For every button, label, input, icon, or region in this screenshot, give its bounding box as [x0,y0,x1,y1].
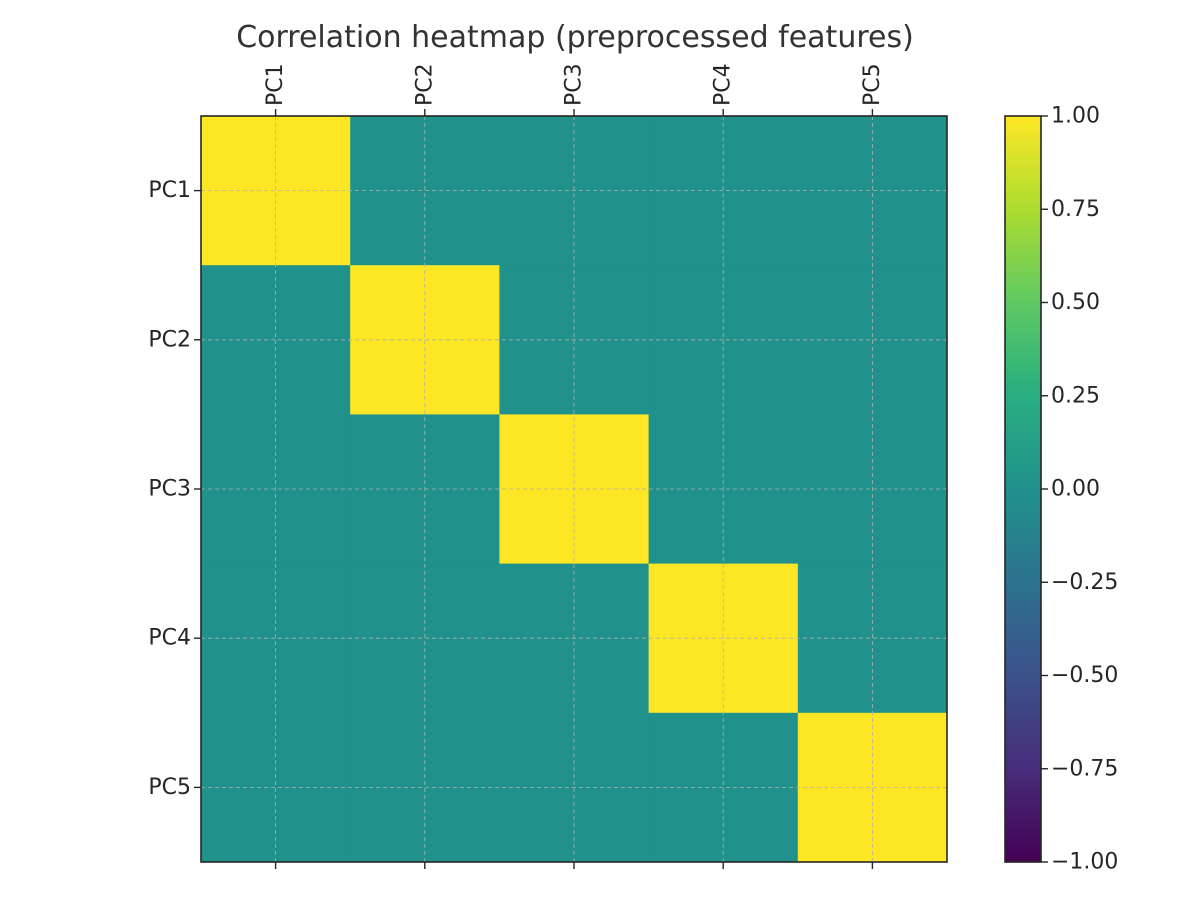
y-axis-ticks: PC1 PC2 PC3 PC4 PC5 [148,178,201,800]
colorbar-gradient [1004,115,1042,863]
colorbar: 1.00 0.75 0.50 0.25 0.00 −0.25 −0.50 −0.75 −1.00 [1004,104,1118,875]
colorbar-tick-label: 0.00 [1051,477,1100,502]
x-tick-label: PC3 [562,63,587,106]
x-tick-label: PC5 [860,63,885,106]
colorbar-tick-label: −0.25 [1051,570,1118,595]
colorbar-tick-label: −0.75 [1051,756,1118,781]
colorbar-ticks: 1.00 0.75 0.50 0.25 0.00 −0.25 −0.50 −0.75 −1.00 [1041,104,1118,875]
colorbar-tick-label: −1.00 [1051,850,1118,875]
chart-title: Correlation heatmap (preprocessed featur… [236,20,914,55]
y-tick-label: PC1 [148,178,191,203]
x-tick-label: PC1 [263,63,288,106]
x-axis-ticks: PC1 PC2 PC3 PC4 PC5 [263,63,885,869]
colorbar-tick-label: 0.25 [1051,383,1100,408]
x-tick-label: PC2 [412,63,437,106]
y-tick-label: PC2 [148,327,191,352]
colorbar-tick-label: −0.50 [1051,663,1118,688]
y-tick-label: PC3 [148,477,191,502]
colorbar-tick-label: 1.00 [1051,104,1100,129]
colorbar-tick-label: 0.75 [1051,197,1100,222]
y-tick-label: PC5 [148,775,191,800]
y-tick-label: PC4 [148,626,191,651]
x-tick-label: PC4 [711,63,736,106]
colorbar-tick-label: 0.50 [1051,290,1100,315]
grid-lines [201,116,947,862]
